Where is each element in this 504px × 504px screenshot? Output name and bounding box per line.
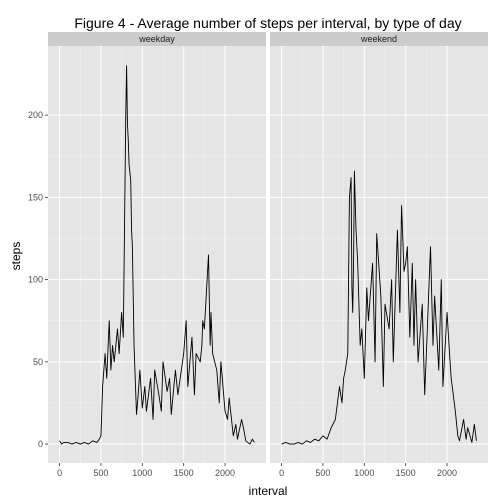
x-tick-label: 500 [315, 468, 330, 478]
panel-weekday: weekday 0 500 1000 1500 2000 0 50 100 150 200 [28, 32, 266, 478]
x-tick-label: 1000 [132, 468, 152, 478]
strip-weekday [48, 32, 266, 46]
strip-label-weekend: weekend [360, 34, 397, 44]
chart-title: Figure 4 - Average number of steps per i… [74, 15, 461, 31]
panel-background [270, 46, 488, 463]
panel-background [48, 46, 266, 463]
x-tick-label: 2000 [437, 468, 457, 478]
y-tick-label: 150 [28, 192, 43, 202]
strip-weekend [270, 32, 488, 46]
series-line-weekend [281, 170, 477, 445]
y-tick-label: 100 [28, 275, 43, 285]
panel-weekend: weekend 0 500 1000 1500 2000 [270, 32, 488, 478]
y-tick-label: 0 [38, 439, 43, 449]
x-tick-label: 2000 [215, 468, 235, 478]
y-tick-label: 200 [28, 110, 43, 120]
x-tick-label: 1000 [354, 468, 374, 478]
x-axis-title: interval [249, 484, 288, 498]
x-tick-label: 0 [279, 468, 284, 478]
y-axis-title: steps [9, 242, 23, 271]
series-line-weekday [59, 65, 255, 445]
x-tick-label: 0 [57, 468, 62, 478]
x-tick-label: 1500 [396, 468, 416, 478]
x-tick-label: 1500 [174, 468, 194, 478]
x-tick-label: 500 [93, 468, 108, 478]
strip-label-weekday: weekday [138, 34, 175, 44]
y-tick-label: 50 [33, 357, 43, 367]
